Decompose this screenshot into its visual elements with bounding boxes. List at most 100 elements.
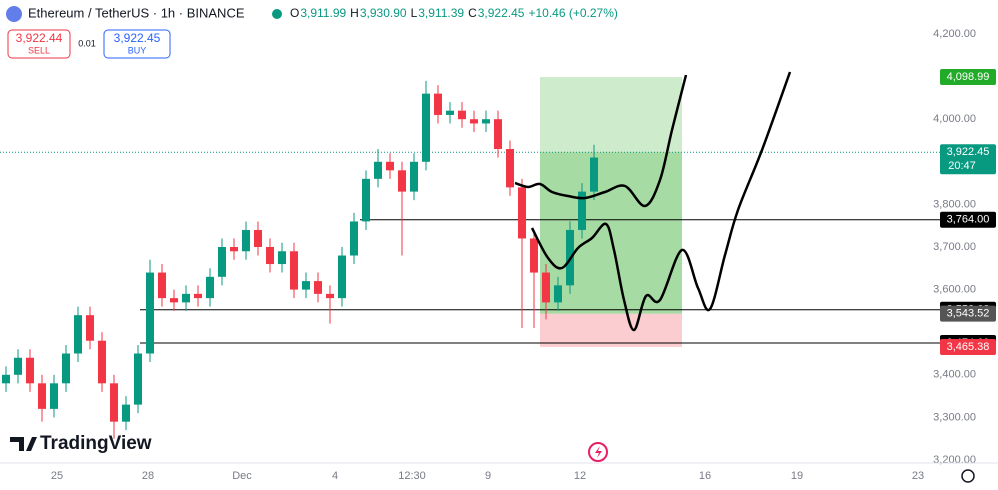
countdown: 20:47: [948, 160, 976, 172]
ohlc-label: L: [411, 6, 418, 20]
sell-button[interactable]: [7, 29, 71, 59]
sell-price: 3,922.44: [16, 31, 63, 45]
event-icon[interactable]: [588, 442, 608, 462]
status-dot: [272, 9, 282, 19]
y-tick-label: 3,700.00: [933, 241, 976, 253]
change: +10.46 (+0.27%): [528, 6, 617, 20]
candle-body: [170, 298, 178, 303]
candle-body: [206, 276, 214, 299]
candle-body: [374, 161, 382, 179]
stop-zone: [540, 313, 682, 347]
price-label-box: [940, 305, 996, 322]
candle-body: [146, 272, 154, 354]
y-tick-label: 3,400.00: [933, 369, 976, 381]
price-label: 3,764.00: [947, 214, 990, 226]
candle-body: [578, 191, 586, 230]
x-tick-label: 28: [142, 470, 154, 482]
candle-body: [494, 119, 502, 150]
price-label-box: [940, 144, 996, 175]
price-label-box: [940, 69, 996, 86]
x-tick-label: 23: [912, 470, 924, 482]
y-tick-label: 3,200.00: [933, 454, 976, 466]
sell-label: SELL: [28, 45, 50, 55]
candle-body: [410, 161, 418, 192]
projection-path: [514, 74, 688, 208]
candle-body: [182, 293, 190, 303]
event-bolt: [595, 446, 602, 458]
y-tick-label: 4,200.00: [933, 28, 976, 40]
candle-body: [506, 149, 514, 188]
candle-body: [398, 170, 406, 192]
candle-body: [74, 315, 82, 354]
buy-button[interactable]: [103, 29, 171, 59]
price-label: 4,098.99: [947, 71, 990, 83]
candle-body: [230, 247, 238, 252]
ohlc-label: O: [290, 6, 299, 20]
x-tick-label: 16: [699, 470, 711, 482]
candle-body: [26, 357, 34, 384]
buy-label: BUY: [128, 45, 147, 55]
price-label-box: [940, 338, 996, 355]
settings-icon[interactable]: [961, 469, 975, 483]
candle-body: [86, 315, 94, 341]
y-tick-label: 4,000.00: [933, 113, 976, 125]
candle-body: [386, 161, 394, 171]
ohlc-value: 3,911.39: [418, 6, 464, 20]
x-tick-label: 12:30: [398, 470, 426, 482]
candle-body: [530, 238, 538, 273]
logo: TradingView: [40, 433, 152, 454]
candle-body: [290, 251, 298, 290]
candle-body: [218, 247, 226, 277]
candle-body: [362, 178, 370, 222]
symbol: Ethereum / TetherUS · 1h · BINANCE: [28, 5, 245, 20]
candle-body: [554, 285, 562, 303]
candle-body: [518, 187, 526, 239]
ohlc-label: C: [468, 6, 477, 20]
price-label: 3,922.45: [947, 146, 990, 158]
candle-body: [134, 353, 142, 405]
candle-body: [314, 281, 322, 294]
candle-body: [122, 404, 130, 422]
candle-body: [98, 340, 106, 384]
candle-body: [194, 293, 202, 299]
x-tick-label: 9: [485, 470, 491, 482]
candle-body: [278, 251, 286, 265]
ohlc-value: 3,930.90: [360, 6, 407, 20]
candle-body: [254, 229, 262, 247]
ohlc-value: 3,922.45: [478, 6, 525, 20]
ohlc-value: 3,911.99: [300, 6, 346, 20]
projection-path: [530, 71, 792, 332]
plot: 4,200.00 4,000.00 3,800.00 3,700.00 3,600.00…: [0, 28, 996, 482]
candle-body: [590, 157, 598, 192]
price-label: 3,543.52: [947, 308, 990, 320]
candle-body: [434, 93, 442, 115]
price-label-box: [940, 211, 996, 228]
candle-body: [470, 119, 478, 124]
candle-body: [326, 293, 334, 299]
candle-body: [422, 93, 430, 162]
x-tick-label: 4: [332, 470, 338, 482]
candle-body: [110, 383, 118, 422]
y-tick-label: 3,600.00: [933, 284, 976, 296]
candle-body: [458, 110, 466, 120]
candle-body: [50, 383, 58, 409]
buy-price: 3,922.45: [114, 31, 161, 45]
candle-body: [302, 281, 310, 290]
x-tick-label: 19: [791, 470, 803, 482]
ohlc-label: H: [350, 6, 359, 20]
y-tick-label: 3,800.00: [933, 198, 976, 210]
candle-body: [38, 383, 46, 409]
symbol-icon: [6, 6, 22, 22]
x-tick-label: 25: [51, 470, 63, 482]
candle-body: [242, 229, 250, 252]
candle-body: [446, 110, 454, 115]
price-label: 3,465.38: [947, 341, 990, 353]
candle-body: [350, 221, 358, 256]
candle-body: [2, 374, 10, 384]
spread: 0.01: [78, 38, 96, 48]
logo-icon: [10, 437, 37, 451]
ohlc: O 3,911.99 H 3,930.90 L 3,911.39 C 3,922.45 +10.…: [290, 6, 618, 20]
x-tick-label: 12: [574, 470, 586, 482]
